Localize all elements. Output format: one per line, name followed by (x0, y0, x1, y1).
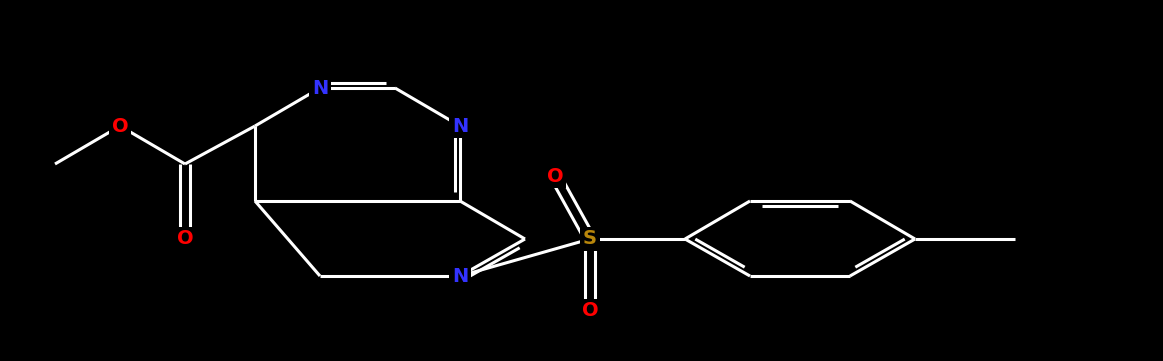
Text: O: O (112, 117, 128, 135)
Text: S: S (583, 230, 597, 248)
Text: N: N (312, 78, 328, 97)
Text: O: O (177, 230, 193, 248)
Text: N: N (452, 266, 469, 286)
Text: O: O (582, 301, 598, 321)
Text: N: N (452, 117, 469, 135)
Text: O: O (547, 166, 563, 186)
